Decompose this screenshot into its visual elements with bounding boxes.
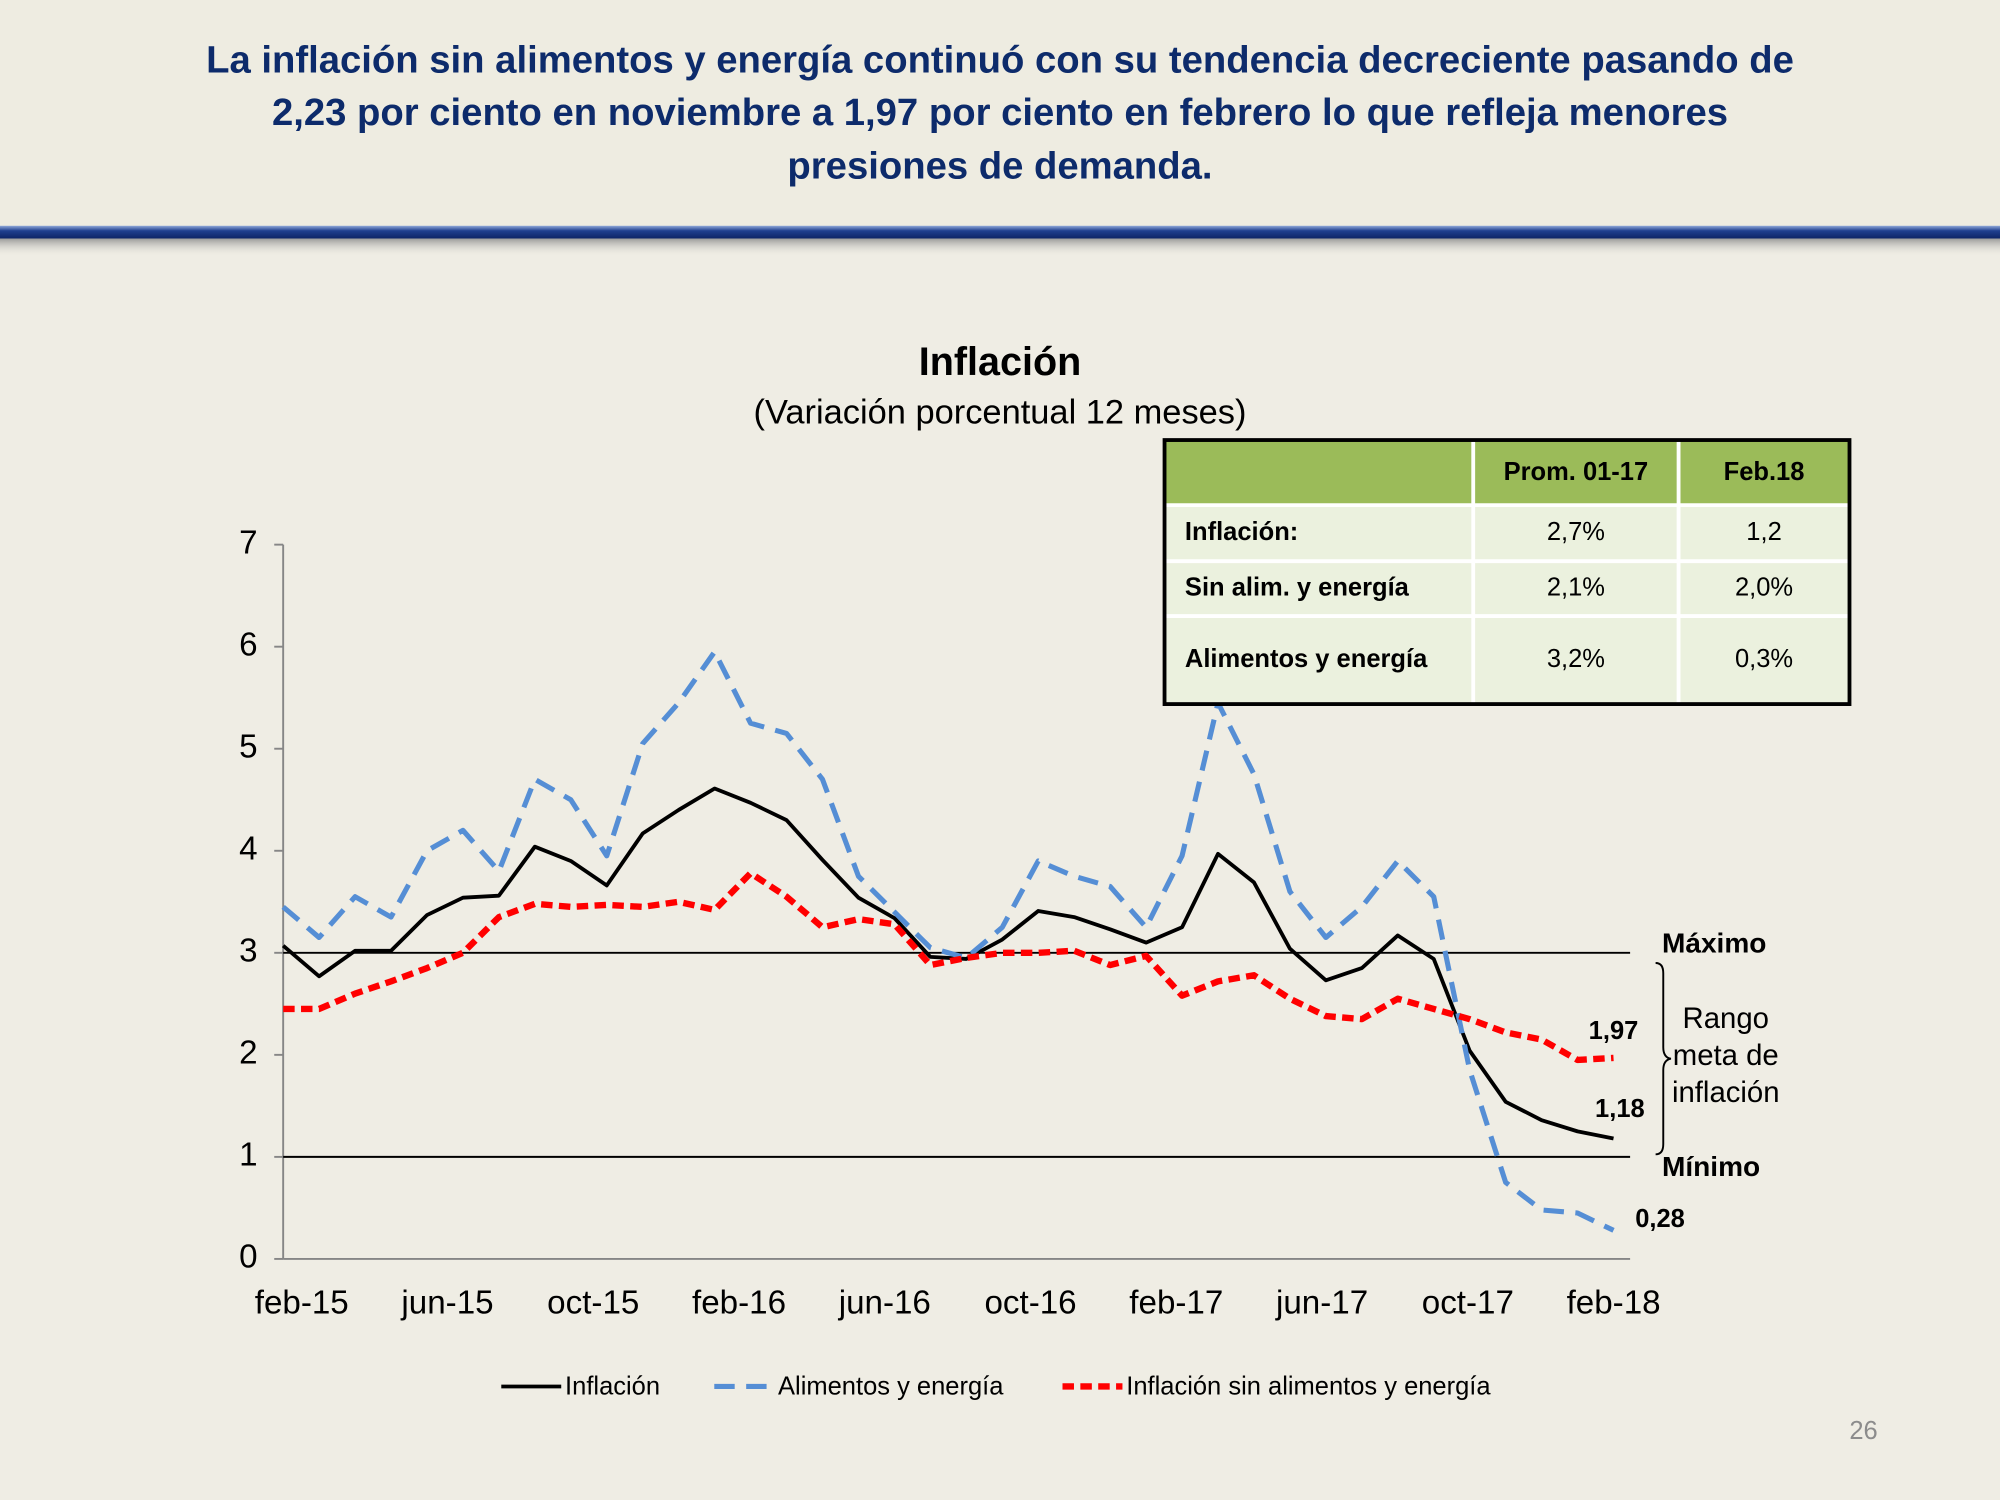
x-tick-label: oct-17	[1422, 1285, 1514, 1322]
header-band	[0, 0, 2000, 230]
table-border	[1162, 438, 1852, 706]
table-header: Feb.18	[1724, 458, 1805, 486]
y-tick-label: 7	[239, 524, 257, 561]
value-label: 0,28	[1635, 1205, 1685, 1233]
y-tick-label: 6	[239, 626, 257, 663]
x-tick-label: jun-16	[838, 1285, 931, 1322]
y-tick-label: 0	[239, 1239, 257, 1276]
title-line: La inflación sin alimentos y energía con…	[206, 39, 1794, 82]
x-tick-label: feb-15	[255, 1285, 349, 1322]
table-cell: 3,2%	[1547, 645, 1605, 673]
value-label: 1,18	[1595, 1095, 1645, 1123]
range-bracket	[1655, 962, 1672, 1156]
table-cell: 1,2	[1746, 518, 1781, 546]
table-cell: 2,1%	[1547, 573, 1605, 601]
range-label: Rango	[1683, 1002, 1769, 1035]
table-header-bg	[1164, 440, 1850, 506]
y-tick-label: 2	[239, 1035, 257, 1072]
series-line	[281, 786, 1614, 1141]
range-label: inflación	[1672, 1076, 1780, 1109]
y-tick-label: 3	[239, 933, 257, 970]
y-tick-label: 1	[239, 1137, 257, 1174]
y-tick-label: 4	[239, 831, 257, 868]
title-line: presiones de demanda.	[787, 144, 1212, 187]
x-tick-label: feb-17	[1129, 1285, 1223, 1322]
legend-label: Inflación	[565, 1372, 660, 1400]
title-line: 2,23 por ciento en noviembre a 1,97 por …	[272, 91, 1728, 134]
table-header: Prom. 01-17	[1504, 458, 1649, 486]
table-cell: 2,7%	[1547, 518, 1605, 546]
range-label: meta de	[1673, 1039, 1779, 1072]
y-tick-label: 5	[239, 728, 257, 765]
x-tick-label: feb-16	[692, 1285, 786, 1322]
legend-label: Alimentos y energía	[778, 1372, 1004, 1400]
value-label: 1,97	[1589, 1017, 1639, 1045]
slide-title: La inflación sin alimentos y energía con…	[206, 39, 1794, 188]
table-body-bg	[1164, 505, 1850, 705]
x-tick-label: jun-15	[400, 1285, 493, 1322]
x-tick-label: jun-17	[1275, 1285, 1368, 1322]
x-tick-label: feb-18	[1567, 1285, 1661, 1322]
table-row-label: Sin alim. y energía	[1185, 573, 1410, 601]
table-cell: 0,3%	[1735, 645, 1793, 673]
legend-label: Inflación sin alimentos y energía	[1126, 1372, 1491, 1400]
series-line	[283, 870, 1614, 1064]
reference-label: Máximo	[1662, 928, 1766, 959]
header-rule	[0, 225, 2000, 239]
x-tick-label: oct-16	[984, 1285, 1076, 1322]
series-line	[281, 649, 1615, 1233]
summary-table: Prom. 01-17 Feb.18 Inflación: 2,7% 1,2 Sin al…	[1162, 438, 1852, 706]
chart-subtitle: (Variación porcentual 12 meses)	[754, 394, 1247, 432]
chart-title: Inflación	[919, 340, 1082, 384]
table-row-label: Inflación:	[1185, 518, 1298, 546]
table-row-label: Alimentos y energía	[1185, 645, 1428, 673]
table-cell: 2,0%	[1735, 573, 1793, 601]
x-tick-label: oct-15	[547, 1285, 639, 1322]
reference-label: Mínimo	[1662, 1151, 1760, 1182]
page-number: 26	[1849, 1417, 1877, 1445]
header-shadow	[0, 238, 2000, 257]
